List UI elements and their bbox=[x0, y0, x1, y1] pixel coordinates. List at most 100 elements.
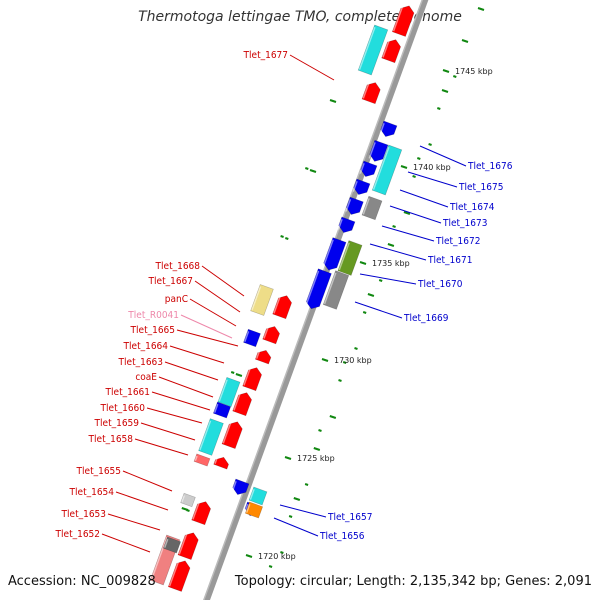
gene-shape bbox=[360, 160, 378, 177]
red-gene bbox=[381, 39, 401, 64]
leader-line bbox=[158, 376, 214, 398]
rrna-gene bbox=[250, 284, 274, 316]
scale-label: 1745 kbp bbox=[455, 67, 493, 76]
gene-shine bbox=[337, 218, 343, 230]
gene-label-left[interactable]: Tlet_1654 bbox=[69, 487, 115, 498]
gene-label-left[interactable]: Tlet_1652 bbox=[55, 529, 100, 540]
blue-gene bbox=[379, 120, 398, 137]
gene-shape bbox=[353, 178, 371, 195]
red-gene bbox=[167, 560, 191, 592]
gene-shape bbox=[371, 144, 403, 196]
gene-shine bbox=[358, 27, 376, 70]
gene-label-left[interactable]: Tlet_1667 bbox=[148, 276, 193, 287]
scale-label: 1720 kbp bbox=[258, 552, 296, 561]
genome-title: Thermotoga lettingae TMO, complete genom… bbox=[138, 9, 462, 25]
gene-shine bbox=[273, 295, 282, 314]
leader-line bbox=[180, 314, 233, 339]
cyan-gene bbox=[248, 486, 268, 506]
blue-gene bbox=[305, 268, 332, 310]
gene-shape bbox=[272, 295, 292, 320]
scale-label: 1735 kbp bbox=[372, 259, 410, 268]
gc-tick bbox=[367, 293, 375, 297]
gene-shine bbox=[192, 501, 201, 520]
leader-line bbox=[151, 391, 211, 411]
gc-tick bbox=[338, 379, 342, 382]
gene-label-left[interactable]: Tlet_1653 bbox=[61, 509, 106, 520]
gc-tick bbox=[441, 89, 449, 93]
gene-label-left[interactable]: Tlet_1677 bbox=[243, 50, 288, 61]
gene-label-left[interactable]: panC bbox=[165, 294, 188, 305]
leader-line bbox=[189, 298, 237, 327]
gene-label-right[interactable]: Tlet_1671 bbox=[427, 255, 472, 266]
gene-label-left[interactable]: Tlet_1664 bbox=[123, 341, 169, 352]
leader-line bbox=[194, 280, 241, 313]
gene-label-right[interactable]: Tlet_1676 bbox=[467, 161, 513, 172]
gene-label-left[interactable]: Tlet_1660 bbox=[100, 403, 146, 414]
gene-shine bbox=[213, 403, 219, 413]
gene-shine bbox=[338, 242, 350, 271]
leader-line bbox=[122, 470, 173, 492]
gene-shape bbox=[346, 196, 364, 215]
gene-shape bbox=[198, 418, 224, 456]
gene-label-right[interactable]: Tlet_1670 bbox=[417, 279, 463, 290]
gene-shape bbox=[250, 284, 274, 316]
gene-shine bbox=[214, 456, 219, 464]
gc-tick bbox=[230, 371, 235, 374]
grey-gene bbox=[162, 536, 182, 554]
gc-tick bbox=[309, 169, 317, 173]
gene-shape bbox=[217, 377, 241, 407]
gene-shine bbox=[379, 122, 385, 134]
gene-shape bbox=[322, 270, 350, 310]
gene-label-left[interactable]: Tlet_1658 bbox=[88, 434, 134, 445]
gene-shine bbox=[150, 537, 168, 580]
gene-label-left[interactable]: Tlet_R0041 bbox=[127, 310, 179, 321]
olive-gene bbox=[337, 240, 363, 276]
gc-tick bbox=[288, 515, 293, 518]
gene-label-left[interactable]: Tlet_1665 bbox=[130, 325, 175, 336]
leader-line bbox=[419, 145, 467, 167]
leader-line bbox=[134, 438, 189, 456]
scale-label: 1725 kbp bbox=[297, 454, 335, 463]
gene-label-right[interactable]: Tlet_1669 bbox=[403, 313, 449, 324]
gene-shape bbox=[381, 39, 401, 64]
leader-line bbox=[164, 361, 219, 381]
gene-shine bbox=[218, 379, 228, 402]
gene-shine bbox=[368, 142, 376, 159]
red-gene bbox=[262, 326, 280, 345]
leader-line bbox=[354, 301, 403, 319]
gene-label-left[interactable]: Tlet_1655 bbox=[76, 466, 121, 477]
gene-label-left[interactable]: Tlet_1659 bbox=[94, 418, 140, 429]
blue-gene bbox=[243, 328, 261, 348]
gene-shape bbox=[167, 560, 191, 592]
gene-label-right[interactable]: Tlet_1656 bbox=[319, 531, 365, 542]
gene-label-right[interactable]: Tlet_1673 bbox=[442, 218, 487, 229]
gene-label-left[interactable]: Tlet_1663 bbox=[118, 357, 163, 368]
gene-shape bbox=[177, 532, 199, 560]
leader-line bbox=[407, 171, 458, 188]
gene-label-right[interactable]: Tlet_1674 bbox=[449, 202, 495, 213]
gc-tick bbox=[186, 509, 190, 512]
leader-line bbox=[289, 54, 335, 81]
gene-shape bbox=[391, 5, 415, 37]
red-gene bbox=[242, 367, 262, 392]
gc-tick bbox=[416, 157, 421, 160]
leader-line bbox=[169, 345, 225, 364]
gene-label-right[interactable]: Tlet_1657 bbox=[327, 512, 372, 523]
leader-line bbox=[201, 265, 245, 297]
cyan-gene bbox=[217, 377, 241, 407]
gene-shine bbox=[251, 286, 262, 311]
gc-tick bbox=[280, 551, 284, 554]
scale-tick bbox=[245, 554, 253, 558]
gene-shape bbox=[323, 237, 347, 271]
gene-label-right[interactable]: Tlet_1672 bbox=[435, 236, 480, 247]
gc-tick bbox=[329, 415, 337, 419]
scale-label: 1730 kbp bbox=[334, 356, 372, 365]
gene-label-right[interactable]: Tlet_1675 bbox=[458, 182, 503, 193]
gene-shine bbox=[323, 272, 337, 305]
gene-label-left[interactable]: Tlet_1668 bbox=[155, 261, 201, 272]
leader-line bbox=[146, 407, 203, 424]
red-gene bbox=[177, 532, 199, 560]
gene-label-left[interactable]: Tlet_1661 bbox=[105, 387, 150, 398]
gene-label-left[interactable]: coaE bbox=[135, 372, 157, 383]
